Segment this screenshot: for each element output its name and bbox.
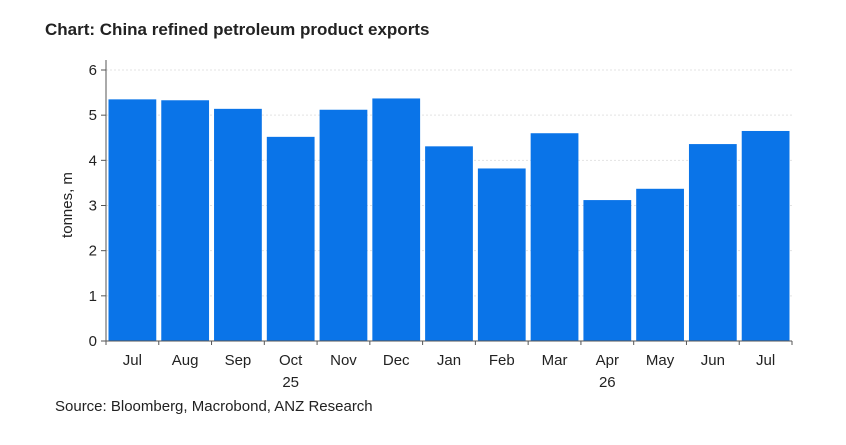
x-tick-label: Mar bbox=[542, 352, 568, 369]
bar-apr-9 bbox=[583, 200, 632, 341]
bar-dec-5 bbox=[372, 98, 421, 341]
bar-jan-6 bbox=[425, 146, 473, 341]
source-note: Source: Bloomberg, Macrobond, ANZ Resear… bbox=[55, 398, 373, 415]
bar-sep-2 bbox=[214, 108, 262, 342]
bar-jun-11 bbox=[688, 144, 737, 341]
bar-nov-4 bbox=[319, 109, 368, 341]
x-tick-label: May bbox=[646, 352, 675, 369]
axes bbox=[101, 60, 793, 345]
bar-jul-0 bbox=[108, 99, 157, 341]
x-tick-label: Nov bbox=[330, 352, 357, 369]
x-tick-label: Feb bbox=[489, 352, 515, 369]
bar-oct-3 bbox=[266, 136, 315, 341]
y-tick-label: 4 bbox=[89, 152, 97, 169]
x-tick-label: Jul bbox=[756, 352, 775, 369]
y-tick-label: 1 bbox=[89, 288, 97, 305]
x-tick-label: Jul bbox=[123, 352, 142, 369]
y-tick-label: 2 bbox=[89, 243, 97, 260]
bar-aug-1 bbox=[161, 100, 210, 342]
x-tick-label: Dec bbox=[383, 352, 410, 369]
x-tick-label: Sep bbox=[225, 352, 252, 369]
y-axis-label: tonnes, m bbox=[59, 172, 76, 238]
bars bbox=[108, 98, 790, 342]
y-tick-label: 3 bbox=[89, 198, 97, 215]
x-year-label: 25 bbox=[282, 374, 299, 391]
x-tick-label: Oct bbox=[279, 352, 303, 369]
x-year-label: 26 bbox=[599, 374, 616, 391]
y-tick-label: 0 bbox=[89, 333, 97, 350]
x-tick-label: Jan bbox=[437, 352, 461, 369]
bar-mar-8 bbox=[530, 133, 579, 341]
chart-title: Chart: China refined petroleum product e… bbox=[45, 20, 430, 39]
bar-jul-12 bbox=[741, 130, 790, 341]
x-tick-label: Aug bbox=[172, 352, 199, 369]
bar-may-10 bbox=[636, 188, 684, 341]
y-tick-label: 6 bbox=[89, 62, 97, 79]
x-tick-label: Jun bbox=[701, 352, 725, 369]
x-tick-labels: Jul Aug Sep Oct Nov Dec Jan Feb Mar Apr May Jun Jul 2… bbox=[123, 352, 775, 391]
y-tick-labels: 0 1 2 3 4 5 6 bbox=[89, 62, 97, 350]
x-tick-label: Apr bbox=[596, 352, 619, 369]
bar-feb-7 bbox=[477, 168, 526, 341]
y-tick-label: 5 bbox=[89, 107, 97, 124]
